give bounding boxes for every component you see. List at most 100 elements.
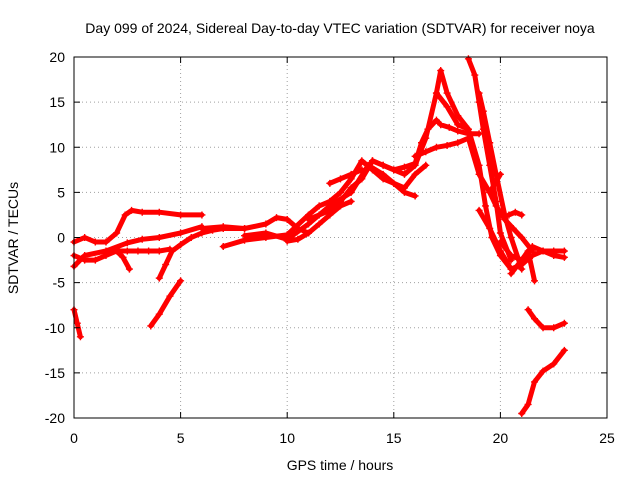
data-point-marker <box>486 139 494 147</box>
series-arc-13 <box>327 167 365 186</box>
data-point-marker <box>113 229 121 237</box>
data-point-marker <box>219 223 227 231</box>
data-point-marker <box>454 139 462 147</box>
data-point-marker <box>422 161 430 169</box>
data-point-marker <box>454 112 462 120</box>
data-point-marker <box>283 237 291 245</box>
data-point-marker <box>91 238 99 246</box>
y-tick-label: 0 <box>57 230 65 246</box>
data-point-marker <box>81 234 89 241</box>
data-point-marker <box>76 333 84 341</box>
data-point-marker <box>155 310 163 318</box>
data-point-marker <box>400 170 408 178</box>
x-tick-label: 0 <box>70 430 78 446</box>
data-point-marker <box>241 224 249 232</box>
series-arc-24 <box>508 248 537 284</box>
data-point-marker <box>155 234 163 241</box>
data-point-marker <box>305 215 313 223</box>
data-point-marker <box>315 220 323 228</box>
y-tick-label: 5 <box>57 184 65 200</box>
data-point-marker <box>241 232 249 240</box>
data-point-marker <box>162 261 170 269</box>
data-point-marker <box>198 211 206 219</box>
data-point-marker <box>475 161 483 169</box>
data-point-marker <box>443 141 451 149</box>
data-point-marker <box>437 121 445 129</box>
data-point-marker <box>91 256 99 264</box>
data-point-marker <box>432 143 440 151</box>
data-point-marker <box>326 179 334 187</box>
data-point-marker <box>121 211 129 219</box>
data-point-marker <box>492 170 500 178</box>
chart-title: Day 099 of 2024, Sidereal Day-to-day VTE… <box>85 20 595 36</box>
data-point-marker <box>390 166 398 174</box>
data-point-marker <box>294 235 302 243</box>
data-point-marker <box>177 211 185 219</box>
data-point-marker <box>102 252 110 260</box>
data-point-marker <box>560 247 568 255</box>
data-point-marker <box>475 130 483 138</box>
data-point-marker <box>443 103 451 111</box>
data-point-marker <box>454 121 462 129</box>
data-point-marker <box>518 256 526 264</box>
data-point-marker <box>125 265 133 273</box>
x-tick-label: 15 <box>386 430 402 446</box>
data-point-marker <box>337 188 344 196</box>
data-point-marker <box>560 346 568 354</box>
data-point-marker <box>166 292 174 300</box>
data-point-marker <box>262 220 270 228</box>
y-tick-label: -15 <box>45 365 65 381</box>
data-point-marker <box>511 208 519 216</box>
data-point-marker <box>479 107 487 115</box>
data-point-marker <box>400 188 408 196</box>
data-point-marker <box>400 163 408 171</box>
data-point-marker <box>560 319 568 327</box>
data-point-marker <box>390 179 398 187</box>
data-point-marker <box>432 116 440 124</box>
data-point-marker <box>437 67 445 75</box>
data-point-marker <box>358 166 366 174</box>
data-point-marker <box>464 55 472 63</box>
data-point-marker <box>273 214 281 222</box>
y-tick-label: 15 <box>49 94 65 110</box>
data-point-marker <box>155 247 163 255</box>
data-point-marker <box>379 170 387 178</box>
data-point-marker <box>518 409 526 417</box>
data-point-marker <box>145 247 153 255</box>
data-point-marker <box>524 247 532 255</box>
data-point-marker <box>147 322 155 330</box>
data-point-marker <box>539 247 547 255</box>
y-tick-label: -20 <box>45 410 65 426</box>
data-point-marker <box>155 274 163 282</box>
series-arc-6 <box>148 278 184 329</box>
data-point-marker <box>496 247 504 255</box>
data-point-marker <box>550 247 558 255</box>
data-point-marker <box>177 277 185 285</box>
y-tick-label: 20 <box>49 49 65 65</box>
data-point-marker <box>507 252 515 260</box>
series-group <box>70 55 568 417</box>
data-point-marker <box>187 234 195 241</box>
data-point-marker <box>168 247 176 255</box>
x-tick-label: 10 <box>279 430 295 446</box>
data-point-marker <box>411 170 419 178</box>
data-point-marker <box>123 239 131 247</box>
data-point-marker <box>123 247 131 255</box>
data-point-marker <box>262 229 270 237</box>
data-point-marker <box>432 89 440 97</box>
data-point-marker <box>418 139 426 147</box>
data-point-marker <box>368 157 376 165</box>
data-point-marker <box>507 270 515 278</box>
data-point-marker <box>337 197 344 205</box>
data-point-marker <box>501 215 509 223</box>
data-point-marker <box>283 215 291 223</box>
data-point-marker <box>138 208 146 216</box>
data-point-marker <box>73 319 81 327</box>
data-point-marker <box>119 253 127 261</box>
data-point-marker <box>531 315 539 323</box>
data-point-marker <box>422 148 430 156</box>
data-point-marker <box>113 247 121 255</box>
data-point-marker <box>505 211 513 219</box>
series-arc-18 <box>465 56 514 263</box>
data-point-marker <box>524 400 532 408</box>
